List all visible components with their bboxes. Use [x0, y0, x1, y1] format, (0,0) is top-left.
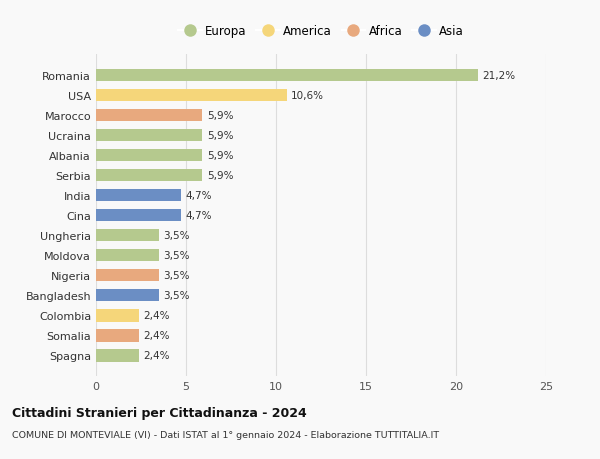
Bar — [96, 230, 159, 242]
Text: 4,7%: 4,7% — [185, 191, 212, 201]
Bar — [96, 269, 159, 282]
Bar — [96, 330, 139, 342]
Bar — [96, 169, 202, 182]
Text: COMUNE DI MONTEVIALE (VI) - Dati ISTAT al 1° gennaio 2024 - Elaborazione TUTTITA: COMUNE DI MONTEVIALE (VI) - Dati ISTAT a… — [12, 431, 439, 440]
Text: 5,9%: 5,9% — [206, 151, 233, 161]
Bar — [96, 90, 287, 102]
Text: 2,4%: 2,4% — [144, 330, 170, 341]
Text: 4,7%: 4,7% — [185, 211, 212, 221]
Bar — [96, 250, 159, 262]
Text: Cittadini Stranieri per Cittadinanza - 2024: Cittadini Stranieri per Cittadinanza - 2… — [12, 406, 307, 419]
Text: 3,5%: 3,5% — [163, 271, 190, 280]
Bar — [96, 210, 181, 222]
Bar — [96, 110, 202, 122]
Text: 3,5%: 3,5% — [163, 251, 190, 261]
Text: 21,2%: 21,2% — [482, 71, 515, 81]
Bar — [96, 70, 478, 82]
Text: 5,9%: 5,9% — [206, 171, 233, 181]
Text: 3,5%: 3,5% — [163, 231, 190, 241]
Bar — [96, 309, 139, 322]
Text: 2,4%: 2,4% — [144, 351, 170, 361]
Text: 5,9%: 5,9% — [206, 131, 233, 141]
Text: 10,6%: 10,6% — [291, 91, 324, 101]
Text: 5,9%: 5,9% — [206, 111, 233, 121]
Bar — [96, 129, 202, 142]
Text: 2,4%: 2,4% — [144, 311, 170, 321]
Bar — [96, 150, 202, 162]
Legend: Europa, America, Africa, Asia: Europa, America, Africa, Asia — [176, 22, 466, 40]
Bar — [96, 349, 139, 362]
Text: 3,5%: 3,5% — [163, 291, 190, 301]
Bar — [96, 290, 159, 302]
Bar — [96, 190, 181, 202]
